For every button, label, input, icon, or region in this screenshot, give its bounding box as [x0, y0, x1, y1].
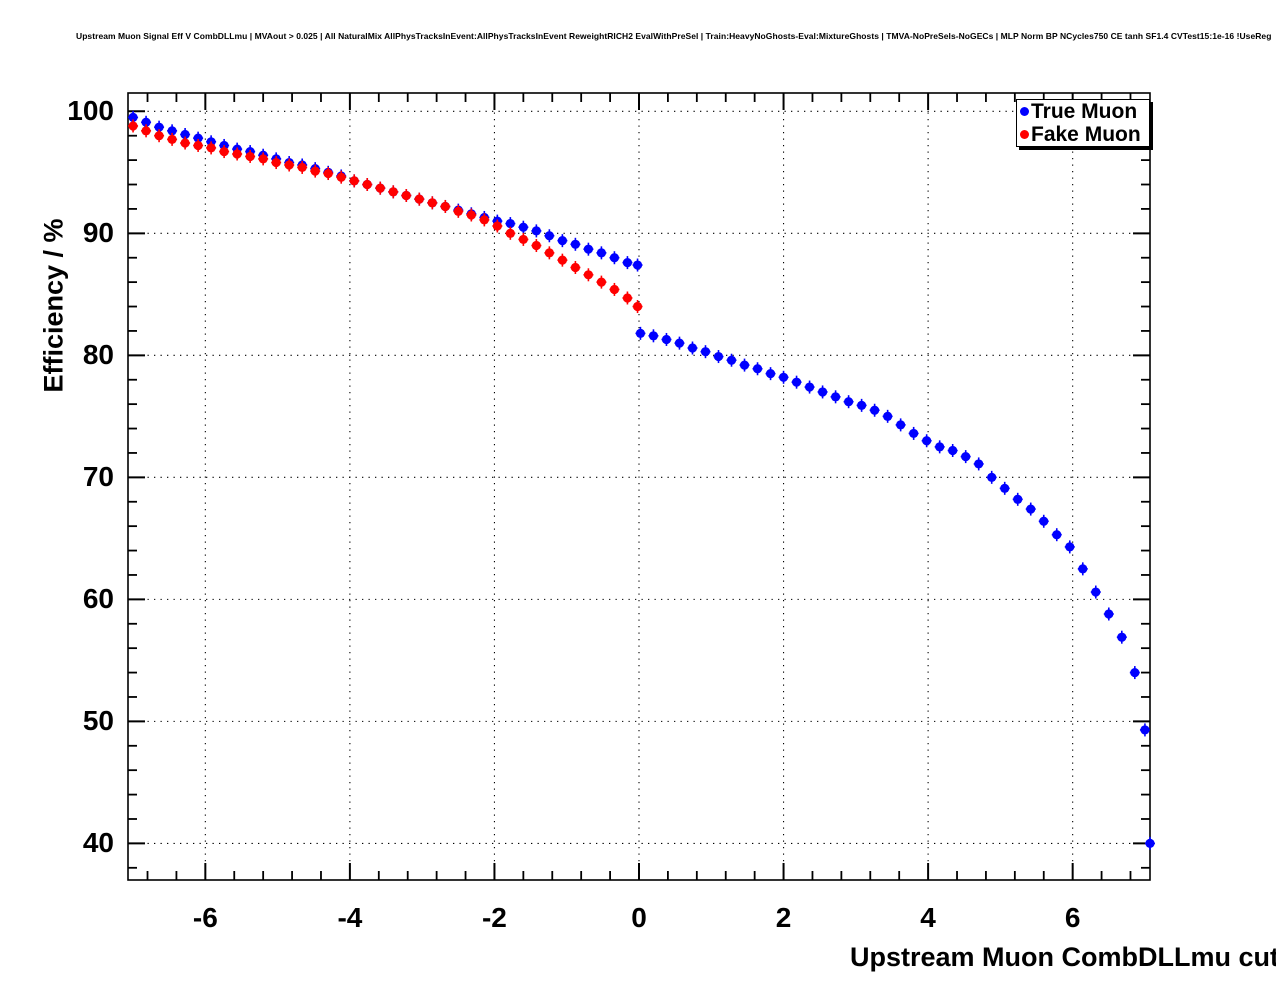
legend-item-true-muon[interactable]: True Muon — [1017, 100, 1149, 123]
legend-marker-true-muon — [1020, 107, 1029, 116]
y-tick-label: 50 — [82, 705, 114, 737]
y-tick-label: 40 — [82, 827, 114, 859]
x-tick-label: -6 — [192, 902, 218, 933]
series-true-muon — [128, 110, 1155, 850]
legend-label-true-muon: True Muon — [1031, 100, 1138, 123]
y-axis-title: Efficiency / % — [38, 218, 69, 393]
legend: True Muon Fake Muon — [1016, 99, 1150, 147]
x-tick-label: -2 — [481, 902, 507, 933]
x-tick-label: 0 — [631, 902, 647, 933]
axis-ticks — [128, 93, 1150, 880]
legend-item-fake-muon[interactable]: Fake Muon — [1017, 123, 1149, 146]
y-tick-label: 60 — [82, 583, 114, 615]
x-tick-label: 4 — [920, 902, 936, 933]
x-axis-title: Upstream Muon CombDLLmu cut value — [850, 942, 1276, 972]
legend-marker-fake-muon — [1020, 130, 1029, 139]
x-tick-label: 6 — [1064, 902, 1081, 933]
y-tick-label: 70 — [82, 461, 114, 493]
grid-layer — [128, 93, 1150, 880]
x-tick-label: -4 — [337, 902, 363, 933]
y-tick-label: 90 — [82, 217, 114, 249]
data-series-layer — [128, 110, 1155, 850]
y-tick-label: 100 — [67, 95, 114, 127]
y-tick-label: 80 — [82, 339, 114, 371]
series-fake-muon — [128, 119, 643, 314]
legend-label-fake-muon: Fake Muon — [1031, 123, 1141, 146]
plot-title: Upstream Muon Signal Eff V CombDLLmu | M… — [76, 31, 1272, 41]
x-tick-label: 2 — [775, 902, 792, 933]
